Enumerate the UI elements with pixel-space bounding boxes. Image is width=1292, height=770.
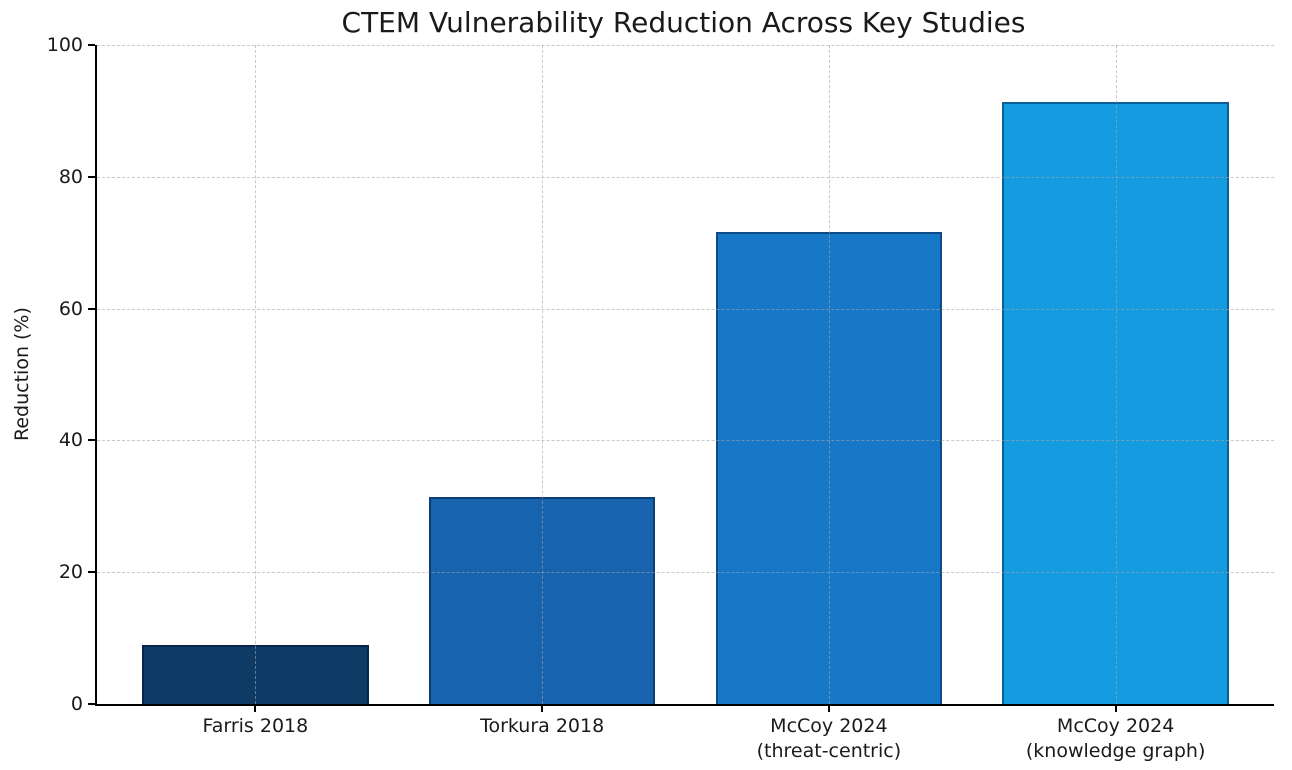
x-tick-mark — [254, 706, 257, 712]
bar-slot: McCoy 2024 (knowledge graph) — [972, 45, 1259, 762]
bar-slot: Farris 2018 — [112, 45, 399, 737]
x-tick-mark — [827, 706, 830, 712]
y-tick-label: 40 — [58, 429, 83, 452]
bar-slot: Torkura 2018 — [399, 45, 686, 737]
bar — [428, 497, 656, 704]
x-tick-label: McCoy 2024 (threat-centric) — [756, 715, 902, 762]
x-tick-label: McCoy 2024 (knowledge graph) — [1025, 715, 1206, 762]
x-tick-mark — [541, 706, 544, 712]
x-tick-label: Farris 2018 — [202, 715, 309, 737]
bar — [142, 644, 369, 704]
chart-title: CTEM Vulnerability Reduction Across Key … — [341, 6, 1026, 39]
y-tick-label: 60 — [58, 297, 83, 320]
bar — [715, 232, 943, 704]
x-tick-label: Torkura 2018 — [480, 715, 605, 737]
y-tick-mark — [88, 44, 95, 46]
y-tick-label: 100 — [46, 34, 83, 56]
plot-area: 0 20 40 60 80 100 Farris 2018 Torkura 20… — [47, 34, 1274, 762]
bar — [1002, 102, 1229, 704]
bar-slot: McCoy 2024 (threat-centric) — [686, 45, 973, 762]
y-tick-mark — [88, 571, 95, 574]
y-axis-label: Reduction (%) — [11, 307, 33, 442]
y-tick-mark — [88, 703, 95, 705]
gridline-vertical — [255, 45, 257, 704]
y-tick-mark — [88, 307, 95, 310]
y-tick-label: 0 — [70, 693, 83, 715]
bar-slots: Farris 2018 Torkura 2018 McCoy 2024 (thr… — [97, 45, 1274, 762]
y-tick-label: 20 — [58, 561, 83, 584]
x-tick-mark — [1114, 706, 1117, 712]
y-tick-label: 80 — [58, 165, 83, 188]
y-tick-mark — [88, 175, 95, 178]
y-tick-mark — [88, 439, 95, 442]
